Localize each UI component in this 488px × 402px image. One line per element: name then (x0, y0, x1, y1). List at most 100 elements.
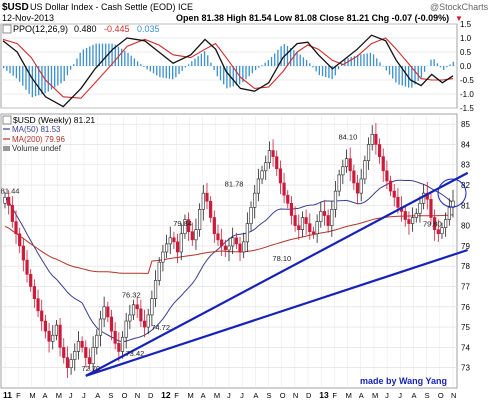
candle-body (267, 150, 271, 164)
ppo-histogram-bar (261, 65, 263, 66)
candle-body (175, 241, 180, 253)
ppo-histogram (3, 43, 454, 98)
ppo-histogram-bar (280, 46, 282, 66)
ppo-histogram-bar (363, 53, 365, 66)
ppo-histogram-bar (283, 44, 285, 66)
price-annotation: 79.80 (423, 220, 442, 229)
ppo-histogram-bar (149, 66, 151, 72)
ppo-panel: 1.5 1.0 0.5 0.0 -0.5 -1.0 -1.5 PPO(12,26,9) 0.… (0, 20, 474, 113)
ppo-histogram-bar (372, 54, 375, 66)
candle-body (253, 192, 257, 208)
candle-body (84, 347, 88, 358)
ppo-histogram-bar (223, 66, 225, 85)
candle-body (352, 170, 356, 184)
time-x-tick: N (451, 391, 456, 400)
candle-body (355, 182, 360, 194)
price-y-tick: 82 (461, 181, 470, 190)
candle-body (278, 168, 283, 184)
candle-body (153, 280, 158, 299)
ppo-histogram-bar (146, 66, 148, 70)
ppo-histogram-bar (85, 47, 88, 66)
price-annotation: 84.10 (339, 132, 358, 141)
ppo-legend-value-2: -0.445 (104, 24, 130, 34)
time-x-tick: J (385, 391, 389, 400)
candle-body (293, 215, 297, 226)
candle-body (330, 209, 334, 226)
ppo-histogram-bar (446, 66, 448, 68)
candle-body (440, 227, 444, 235)
ppo-histogram-bar (172, 66, 174, 80)
ppo-histogram-bar (305, 60, 308, 66)
ppo-histogram-bar (191, 61, 193, 66)
price-y-tick: 85 (461, 120, 470, 129)
candle-body (183, 219, 187, 235)
candle-body (91, 347, 95, 364)
candle-body (275, 156, 279, 170)
main-legend-price: $USD (Weekly) 81.21 (13, 115, 95, 125)
candle-body (212, 217, 216, 235)
symbol-label: $USD (2, 2, 29, 13)
time-x-tick: J (227, 391, 231, 400)
candle-body (308, 223, 312, 233)
ppo-histogram-bar (63, 66, 65, 82)
ppo-histogram-bar (120, 48, 123, 66)
candle-body (370, 133, 374, 145)
ppo-y-tick: -0.5 (460, 76, 474, 85)
candle-body (172, 237, 176, 243)
time-x-tick: M (372, 391, 378, 400)
ppo-line (2, 34, 454, 108)
candle-body (418, 203, 422, 214)
ppo-histogram-bar (258, 66, 260, 68)
candle-body (190, 231, 194, 241)
candle-body (271, 150, 275, 157)
time-x-tick: O (280, 391, 286, 400)
ppo-histogram-bar (66, 66, 69, 76)
price-y-tick: 80 (461, 222, 470, 231)
candle-body (187, 219, 191, 233)
price-y-tick: 74 (461, 343, 470, 352)
time-x-tick: M (214, 391, 220, 400)
candle-body (47, 330, 51, 342)
ppo-histogram-bar (344, 58, 346, 66)
ppo-legend-swatch (2, 24, 12, 34)
candle-body (363, 160, 367, 180)
ppo-histogram-bar (449, 64, 451, 66)
ppo-histogram-bar (318, 66, 321, 76)
highlight-circle (437, 178, 467, 208)
candle-body (231, 237, 235, 247)
candle-body (227, 245, 231, 251)
time-x-tick: S (425, 391, 430, 400)
ppo-histogram-bar (25, 66, 27, 90)
ppo-histogram-bar (264, 62, 266, 66)
candle-body (120, 336, 125, 352)
candle-body (366, 144, 371, 161)
ppo-histogram-bar (392, 66, 394, 79)
ppo-histogram-bar (38, 66, 40, 96)
candle-body (161, 251, 165, 263)
candle-body (286, 194, 290, 204)
candle-body (436, 229, 440, 235)
time-x-tick: J (69, 391, 73, 400)
candle-body (205, 192, 209, 202)
trend-lines (85, 171, 469, 377)
time-x-tick: M (29, 391, 35, 400)
ppo-histogram-bar (216, 66, 218, 77)
candle-body (146, 314, 150, 328)
ppo-histogram-bar (420, 66, 423, 78)
ppo-histogram-bar (213, 66, 215, 71)
ppo-histogram-bar (9, 66, 11, 74)
author-credit: made by Wang Yang (360, 376, 447, 386)
price-annotation: 78.10 (272, 254, 291, 263)
ppo-histogram-bar (226, 66, 228, 89)
ppo-histogram-bar (385, 66, 387, 71)
ppo-histogram-bar (395, 66, 397, 83)
candle-body (14, 221, 18, 235)
candle-body (242, 241, 246, 253)
candle-body (80, 341, 84, 348)
ppo-histogram-bar (89, 46, 91, 66)
instrument-name: US Dollar Index - Cash Settle (EOD) ICE (30, 2, 193, 12)
candle-body (124, 320, 128, 338)
ppo-histogram-bar (47, 66, 49, 92)
candle-body (131, 304, 136, 316)
time-x-tick: 12 (161, 390, 171, 400)
